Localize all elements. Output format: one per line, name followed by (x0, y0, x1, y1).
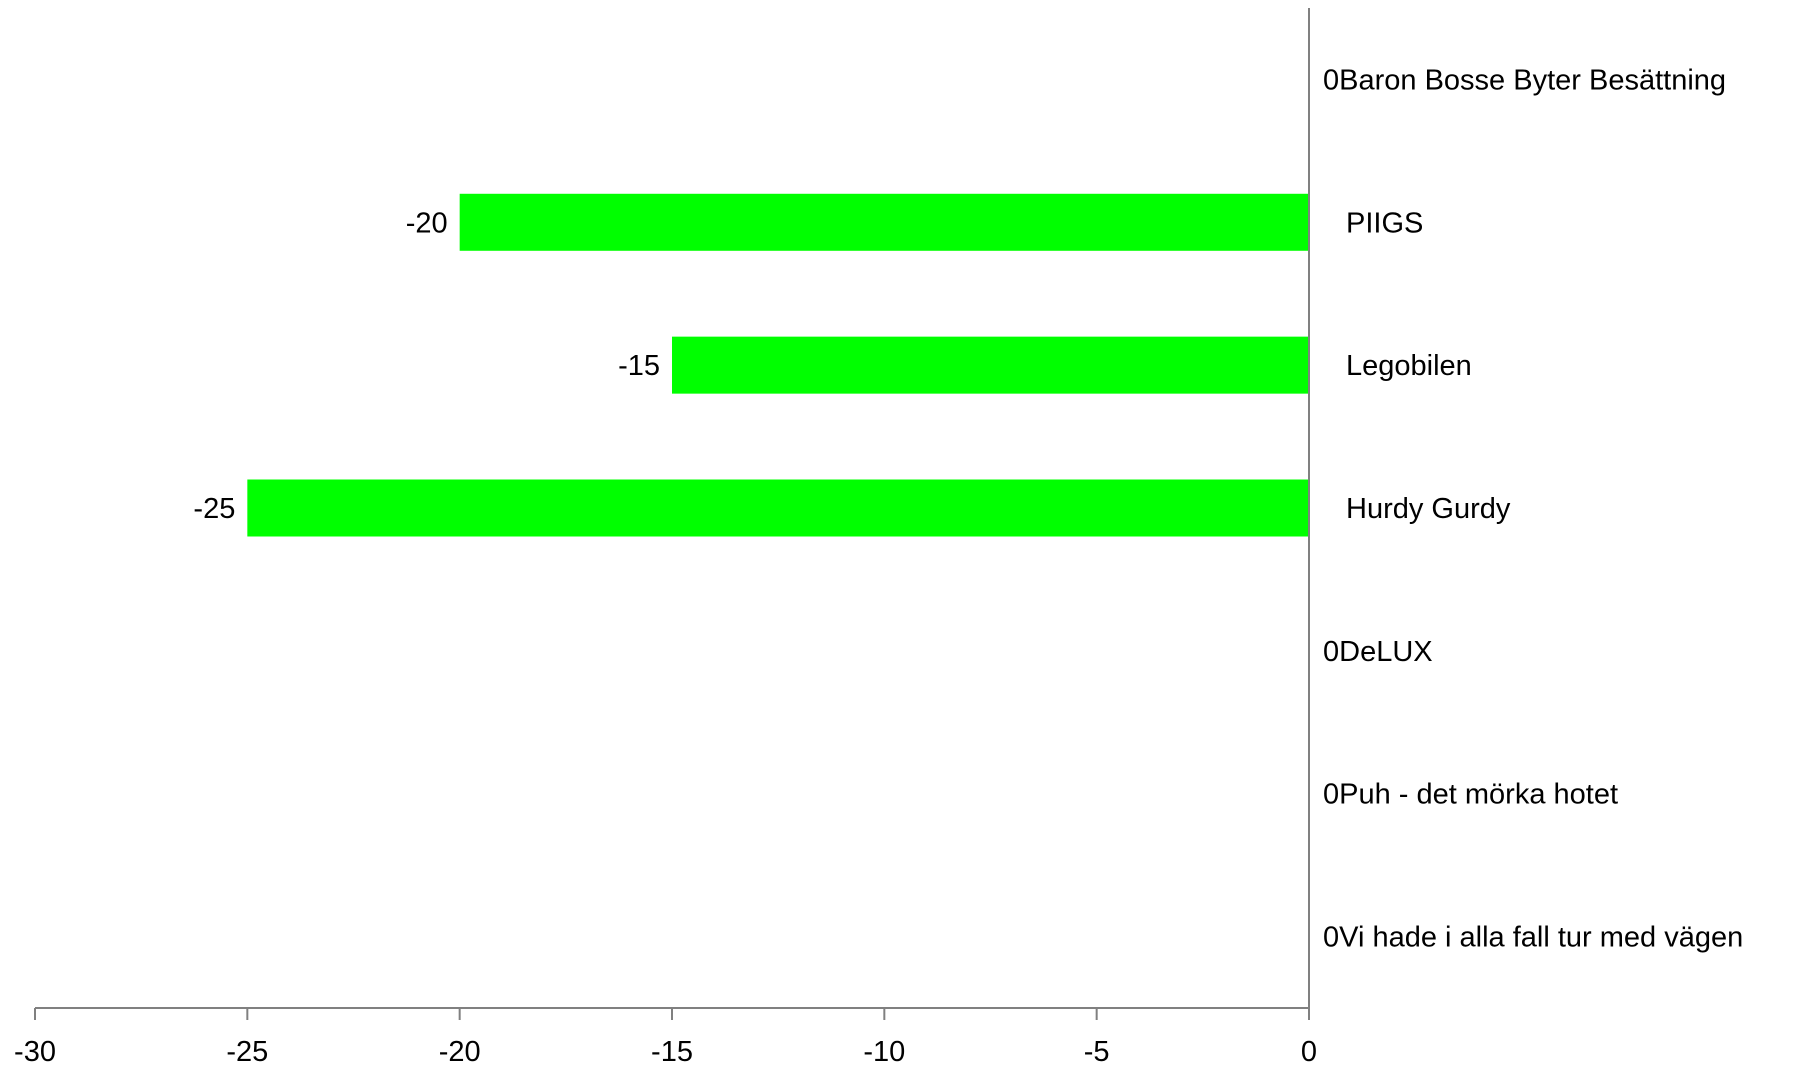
category-row-5: 0Puh - det mörka hotet (1323, 779, 1618, 811)
data-label-2: -15 (618, 350, 660, 382)
bar-3 (247, 479, 1309, 537)
bar-1 (459, 193, 1310, 251)
x-tick-label-4: -10 (863, 1036, 905, 1065)
x-tick-label-0: -30 (14, 1036, 56, 1065)
category-row-0: 0Baron Bosse Byter Besättning (1323, 64, 1726, 96)
bar-2 (672, 336, 1309, 394)
data-label-6: 0 (1323, 922, 1339, 954)
x-tick-label-2: -20 (439, 1036, 481, 1065)
category-label-4: DeLUX (1339, 636, 1433, 668)
x-tick-label-1: -25 (226, 1036, 268, 1065)
data-label-5: 0 (1323, 779, 1339, 811)
bars-layer (247, 193, 1310, 537)
data-label-1: -20 (406, 207, 448, 239)
category-label-0: Baron Bosse Byter Besättning (1339, 64, 1726, 96)
data-label-0: 0 (1323, 64, 1339, 96)
data-label-4: 0 (1323, 636, 1339, 668)
x-tick-label-3: -15 (651, 1036, 693, 1065)
labels-layer: 0Baron Bosse Byter Besättning-20 PIIGS-15… (14, 64, 1743, 1065)
category-label-1: PIIGS (1346, 207, 1423, 239)
category-label-2: Legobilen (1346, 350, 1472, 382)
x-tick-label-5: -5 (1084, 1036, 1110, 1065)
axes-layer (34, 8, 1310, 1020)
data-label-3: -25 (193, 493, 235, 525)
category-label-5: Puh - det mörka hotet (1339, 779, 1618, 811)
category-row-4: 0DeLUX (1323, 636, 1433, 668)
category-label-6: Vi hade i alla fall tur med vägen (1339, 922, 1743, 954)
category-label-3: Hurdy Gurdy (1346, 493, 1511, 525)
category-row-6: 0Vi hade i alla fall tur med vägen (1323, 922, 1743, 954)
x-tick-label-6: 0 (1301, 1036, 1317, 1065)
